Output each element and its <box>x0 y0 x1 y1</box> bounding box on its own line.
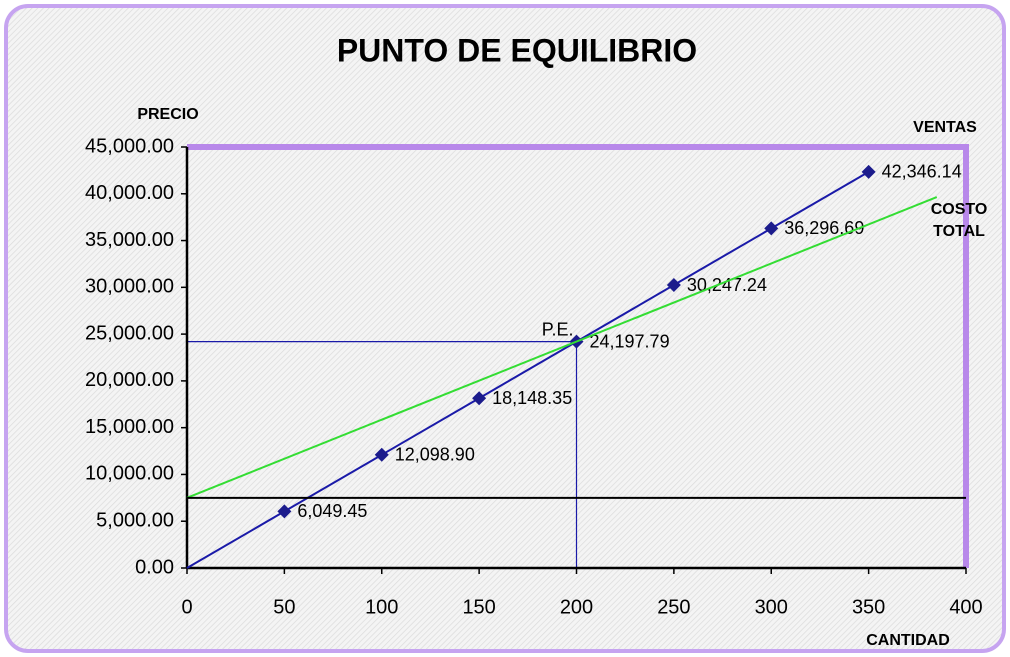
x-tick-label: 250 <box>657 596 690 618</box>
y-tick-label: 35,000.00 <box>85 229 174 251</box>
marker <box>861 164 876 179</box>
marker <box>666 278 681 293</box>
y-tick-label: 20,000.00 <box>85 369 174 391</box>
data-label: 36,296.69 <box>784 218 864 238</box>
y-tick-label: 30,000.00 <box>85 276 174 298</box>
data-label: 42,346.14 <box>882 162 962 182</box>
data-label: 6,049.45 <box>297 501 367 521</box>
y-tick-label: 45,000.00 <box>85 135 174 157</box>
chart-frame <box>4 4 1006 653</box>
annotation-label: P.E. <box>542 319 574 339</box>
x-tick-label: 150 <box>462 596 495 618</box>
marker <box>374 447 389 462</box>
x-tick-label: 300 <box>755 596 788 618</box>
x-tick-label: 400 <box>949 596 982 618</box>
y-tick-label: 15,000.00 <box>85 416 174 438</box>
x-tick-label: 100 <box>365 596 398 618</box>
series-label: COSTO TOTAL <box>930 201 988 240</box>
y-tick-label: 0.00 <box>135 556 174 578</box>
y-tick-label: 10,000.00 <box>85 463 174 485</box>
x-tick-label: 200 <box>560 596 593 618</box>
x-tick-label: 0 <box>181 596 192 618</box>
x-tick-label: 350 <box>852 596 885 618</box>
data-label: 24,197.79 <box>590 331 670 351</box>
plot-border <box>187 144 969 568</box>
marker <box>277 504 292 519</box>
y-tick-label: 5,000.00 <box>96 510 174 532</box>
x-tick-label: 50 <box>273 596 295 618</box>
data-label: 18,148.35 <box>492 388 572 408</box>
y-tick-label: 25,000.00 <box>85 322 174 344</box>
chart-title: PUNTO DE EQUILIBRIO <box>337 32 697 68</box>
series-line <box>186 196 938 499</box>
y-tick-label: 40,000.00 <box>85 182 174 204</box>
marker <box>472 391 487 406</box>
data-label: 12,098.90 <box>395 445 475 465</box>
series-line <box>186 170 870 569</box>
marker <box>764 221 779 236</box>
x-axis-label: CANTIDAD <box>866 632 950 649</box>
series-label: VENTAS <box>913 119 977 136</box>
y-axis-label: PRECIO <box>137 106 198 123</box>
